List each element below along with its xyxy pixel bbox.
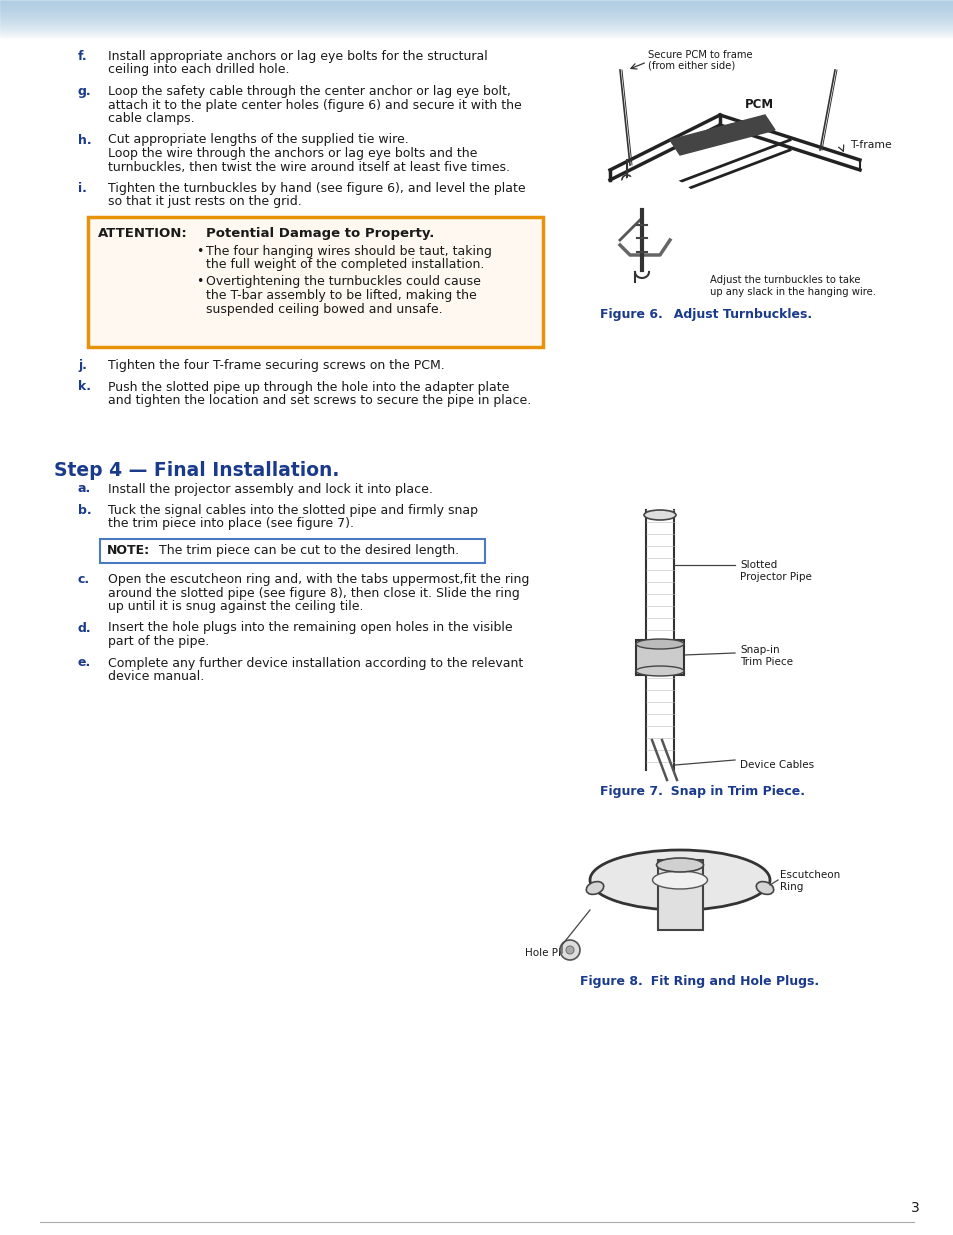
Text: and tighten the location and set screws to secure the pipe in place.: and tighten the location and set screws … <box>108 394 531 408</box>
Text: (from either side): (from either side) <box>647 61 735 70</box>
Circle shape <box>589 175 709 295</box>
Text: turnbuckles, then twist the wire around itself at least five times.: turnbuckles, then twist the wire around … <box>108 161 510 173</box>
Text: Fit Ring and Hole Plugs.: Fit Ring and Hole Plugs. <box>641 974 819 988</box>
Ellipse shape <box>656 858 702 872</box>
Text: Complete any further device installation according to the relevant: Complete any further device installation… <box>108 657 522 669</box>
Ellipse shape <box>636 638 683 650</box>
Bar <box>658 860 702 930</box>
Text: Snap-in: Snap-in <box>740 645 779 655</box>
Text: f.: f. <box>78 49 88 63</box>
Text: Escutcheon: Escutcheon <box>780 869 840 881</box>
Text: PCM: PCM <box>744 98 773 111</box>
Text: up until it is snug against the ceiling tile.: up until it is snug against the ceiling … <box>108 600 363 613</box>
Text: Potential Damage to Property.: Potential Damage to Property. <box>206 227 434 240</box>
Polygon shape <box>669 115 774 156</box>
Ellipse shape <box>756 882 773 894</box>
Ellipse shape <box>652 871 707 889</box>
Text: h.: h. <box>78 133 91 147</box>
Text: suspended ceiling bowed and unsafe.: suspended ceiling bowed and unsafe. <box>206 303 442 315</box>
Text: a.: a. <box>78 483 91 495</box>
Text: Hole Plug: Hole Plug <box>524 948 574 958</box>
Text: Ring: Ring <box>780 882 802 892</box>
Text: Figure 6.: Figure 6. <box>599 308 662 321</box>
Text: attach it to the plate center holes (figure 6) and secure it with the: attach it to the plate center holes (fig… <box>108 99 521 111</box>
Text: Cut appropriate lengths of the supplied tie wire.: Cut appropriate lengths of the supplied … <box>108 133 408 147</box>
Ellipse shape <box>636 666 683 676</box>
Ellipse shape <box>586 882 603 894</box>
Text: Loop the safety cable through the center anchor or lag eye bolt,: Loop the safety cable through the center… <box>108 85 511 98</box>
Text: Projector Pipe: Projector Pipe <box>740 572 811 582</box>
Text: the T-bar assembly to be lifted, making the: the T-bar assembly to be lifted, making … <box>206 289 476 303</box>
Text: Tighten the turnbuckles by hand (see figure 6), and level the plate: Tighten the turnbuckles by hand (see fig… <box>108 182 525 195</box>
Text: e.: e. <box>78 657 91 669</box>
FancyBboxPatch shape <box>100 538 484 563</box>
Text: i.: i. <box>78 182 87 195</box>
Text: the trim piece into place (see figure 7).: the trim piece into place (see figure 7)… <box>108 517 354 531</box>
Text: Tighten the four T-frame securing screws on the PCM.: Tighten the four T-frame securing screws… <box>108 359 444 372</box>
Text: Loop the wire through the anchors or lag eye bolts and the: Loop the wire through the anchors or lag… <box>108 147 477 161</box>
Circle shape <box>559 940 579 960</box>
Text: •: • <box>195 245 203 258</box>
Text: ATTENTION:: ATTENTION: <box>98 227 188 240</box>
Text: g.: g. <box>78 85 91 98</box>
Text: k.: k. <box>78 380 91 394</box>
Text: Adjust the turnbuckles to take: Adjust the turnbuckles to take <box>709 275 860 285</box>
Text: Trim Piece: Trim Piece <box>740 657 792 667</box>
Text: device manual.: device manual. <box>108 671 204 683</box>
Text: Figure 7.: Figure 7. <box>599 785 662 798</box>
Ellipse shape <box>589 850 769 910</box>
Text: Snap in Trim Piece.: Snap in Trim Piece. <box>661 785 804 798</box>
Text: Install the projector assembly and lock it into place.: Install the projector assembly and lock … <box>108 483 433 495</box>
Text: Insert the hole plugs into the remaining open holes in the visible: Insert the hole plugs into the remaining… <box>108 621 512 635</box>
Circle shape <box>565 946 574 953</box>
Bar <box>636 640 683 676</box>
Text: Device Cables: Device Cables <box>740 760 813 769</box>
FancyBboxPatch shape <box>88 217 542 347</box>
Text: around the slotted pipe (see figure 8), then close it. Slide the ring: around the slotted pipe (see figure 8), … <box>108 587 519 599</box>
Text: cable clamps.: cable clamps. <box>108 112 194 125</box>
Text: the full weight of the completed installation.: the full weight of the completed install… <box>206 258 484 270</box>
Text: Secure PCM to frame: Secure PCM to frame <box>647 49 752 61</box>
Text: Overtightening the turnbuckles could cause: Overtightening the turnbuckles could cau… <box>206 275 480 289</box>
Text: Push the slotted pipe up through the hole into the adapter plate: Push the slotted pipe up through the hol… <box>108 380 509 394</box>
Text: 3: 3 <box>910 1200 919 1215</box>
Text: Figure 8.: Figure 8. <box>579 974 642 988</box>
Text: •: • <box>195 275 203 289</box>
Text: up any slack in the hanging wire.: up any slack in the hanging wire. <box>709 287 875 296</box>
Text: Tuck the signal cables into the slotted pipe and firmly snap: Tuck the signal cables into the slotted … <box>108 504 477 517</box>
Text: The four hanging wires should be taut, taking: The four hanging wires should be taut, t… <box>206 245 492 258</box>
Text: c.: c. <box>78 573 90 585</box>
Text: Adjust Turnbuckles.: Adjust Turnbuckles. <box>664 308 811 321</box>
Text: part of the pipe.: part of the pipe. <box>108 635 209 648</box>
Text: T-frame: T-frame <box>849 140 891 149</box>
Text: d.: d. <box>78 621 91 635</box>
Text: Open the escutcheon ring and, with the tabs uppermost,fit the ring: Open the escutcheon ring and, with the t… <box>108 573 529 585</box>
Text: NOTE:: NOTE: <box>107 543 150 557</box>
Text: Step 4 — Final Installation.: Step 4 — Final Installation. <box>54 461 339 479</box>
Text: ceiling into each drilled hole.: ceiling into each drilled hole. <box>108 63 289 77</box>
Text: Install appropriate anchors or lag eye bolts for the structural: Install appropriate anchors or lag eye b… <box>108 49 487 63</box>
Text: The trim piece can be cut to the desired length.: The trim piece can be cut to the desired… <box>151 543 458 557</box>
Text: j.: j. <box>78 359 87 372</box>
Text: b.: b. <box>78 504 91 517</box>
Text: Slotted: Slotted <box>740 559 777 571</box>
Text: so that it just rests on the grid.: so that it just rests on the grid. <box>108 195 301 209</box>
Ellipse shape <box>643 510 676 520</box>
